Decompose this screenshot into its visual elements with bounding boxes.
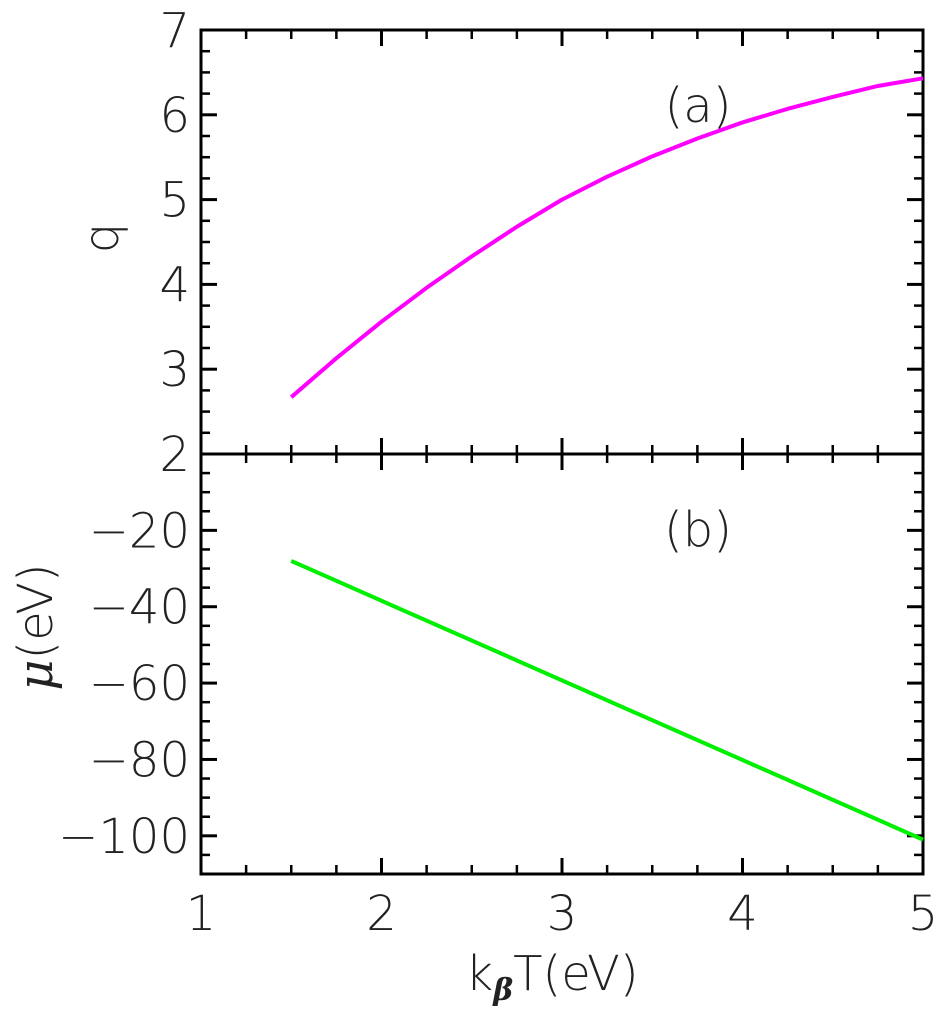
panel-a-frame [199,28,925,456]
y-axis-mu-symbol: μ [8,659,64,690]
y-tick-label: −80 [89,732,190,788]
panel-b-ticks [199,452,925,876]
y-tick-label: 7 [159,3,190,59]
panel-b-frame [199,452,925,876]
y-tick-label: −40 [89,580,190,636]
panel-b-tick-labels: −100 −80 −60 −40 −20 [58,503,190,864]
x-tick-label: 3 [547,886,578,942]
panel-a: 2 3 4 5 6 7 (a) q [74,3,925,483]
panel-b-y-axis-title: μ(eV) [8,563,64,690]
panel-b-label: (b) [664,502,732,558]
y-tick-label: 6 [159,88,190,144]
y-axis-unit: (eV) [8,563,64,659]
x-tick-label: 4 [727,886,758,942]
y-tick-label: −60 [89,656,190,712]
panel-b-series [290,559,924,842]
panel-a-ticks [199,28,925,456]
y-tick-label: −20 [89,503,190,559]
x-tick-labels: 1 2 3 4 5 [186,886,939,942]
x-axis-title-subscript: β [492,973,513,1008]
x-axis-title-prefix: k [465,946,493,1002]
panel-a-label: (a) [665,78,732,134]
panel-a-tick-labels: 2 3 4 5 6 7 [159,3,190,483]
y-tick-label: 2 [159,427,190,483]
y-tick-label: 3 [159,342,190,398]
y-tick-label: 4 [159,257,190,313]
series-line [290,559,924,842]
panel-b: −100 −80 −60 −40 −20 1 2 3 4 5 (b) μ(eV) [8,452,939,942]
panel-a-series [289,76,924,399]
x-tick-label: 2 [366,886,397,942]
x-tick-label: 5 [908,886,939,942]
x-axis-title: kβT(eV) [465,946,638,1008]
y-tick-label: 5 [159,173,190,229]
y-tick-label: −100 [58,809,190,865]
series-line [289,76,924,399]
panel-a-y-axis-title: q [74,223,130,253]
x-tick-label: 1 [186,886,217,942]
x-axis-title-suffix: T(eV) [513,946,638,1002]
